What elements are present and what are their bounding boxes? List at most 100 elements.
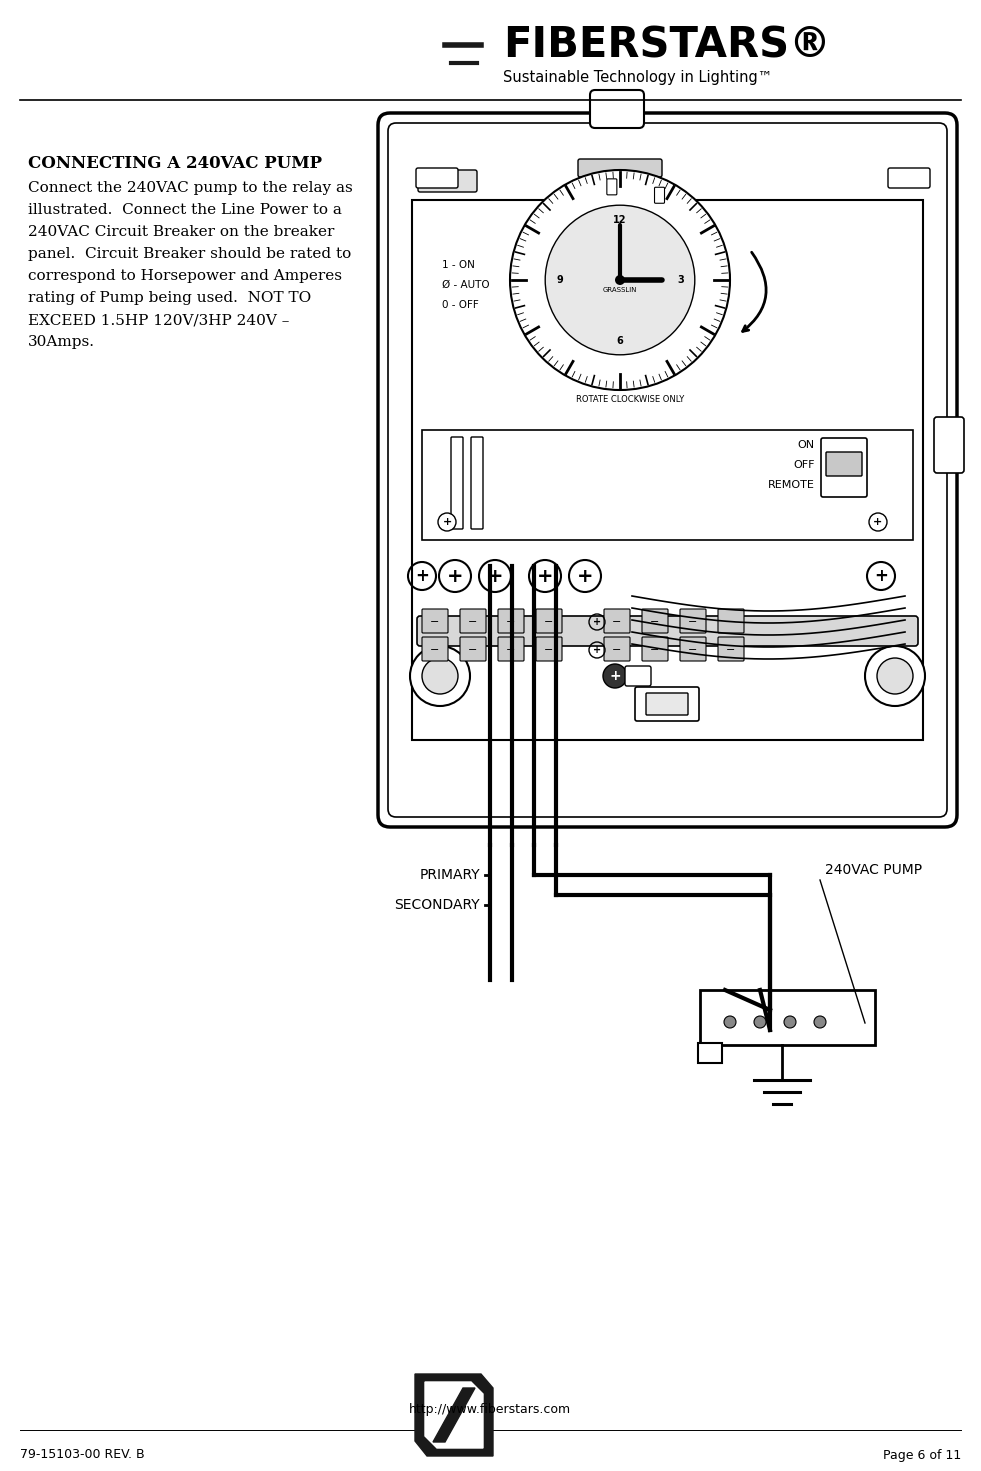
FancyBboxPatch shape bbox=[642, 637, 668, 660]
FancyBboxPatch shape bbox=[417, 616, 918, 646]
Circle shape bbox=[754, 1016, 766, 1028]
Text: +: + bbox=[415, 566, 429, 585]
Text: +: + bbox=[593, 644, 601, 655]
FancyBboxPatch shape bbox=[604, 637, 630, 660]
FancyBboxPatch shape bbox=[416, 168, 458, 188]
Circle shape bbox=[814, 1016, 826, 1028]
Text: +: + bbox=[609, 669, 621, 683]
Text: −: − bbox=[612, 616, 622, 627]
Text: +: + bbox=[577, 566, 594, 585]
Circle shape bbox=[410, 646, 470, 706]
Text: correspond to Horsepower and Amperes: correspond to Horsepower and Amperes bbox=[28, 269, 342, 282]
FancyBboxPatch shape bbox=[498, 609, 524, 633]
FancyBboxPatch shape bbox=[718, 637, 744, 660]
Circle shape bbox=[422, 658, 458, 694]
FancyBboxPatch shape bbox=[536, 637, 562, 660]
FancyBboxPatch shape bbox=[460, 609, 486, 633]
FancyBboxPatch shape bbox=[471, 437, 483, 530]
Text: 6: 6 bbox=[617, 335, 623, 346]
Text: CONNECTING A 240VAC PUMP: CONNECTING A 240VAC PUMP bbox=[28, 154, 322, 172]
Text: Sustainable Technology in Lighting™: Sustainable Technology in Lighting™ bbox=[503, 69, 772, 84]
Text: Page 6 of 11: Page 6 of 11 bbox=[883, 1449, 961, 1462]
FancyBboxPatch shape bbox=[422, 430, 913, 540]
Text: −: − bbox=[689, 644, 697, 655]
FancyBboxPatch shape bbox=[646, 693, 688, 715]
FancyBboxPatch shape bbox=[654, 187, 664, 203]
Text: 9: 9 bbox=[556, 275, 563, 285]
Text: −: − bbox=[650, 644, 659, 655]
Circle shape bbox=[869, 513, 887, 531]
Text: ROTATE CLOCKWISE ONLY: ROTATE CLOCKWISE ONLY bbox=[576, 396, 684, 405]
Text: 79-15103-00 REV. B: 79-15103-00 REV. B bbox=[20, 1449, 144, 1462]
Text: −: − bbox=[612, 644, 622, 655]
Text: 240VAC Circuit Breaker on the breaker: 240VAC Circuit Breaker on the breaker bbox=[28, 225, 335, 238]
Text: −: − bbox=[689, 616, 697, 627]
Text: +: + bbox=[593, 616, 601, 627]
FancyBboxPatch shape bbox=[418, 171, 477, 193]
Text: GRASSLIN: GRASSLIN bbox=[602, 287, 638, 293]
Text: 0 - OFF: 0 - OFF bbox=[442, 300, 479, 310]
Text: +: + bbox=[487, 566, 503, 585]
FancyBboxPatch shape bbox=[718, 609, 744, 633]
Text: 12: 12 bbox=[613, 215, 627, 225]
Circle shape bbox=[724, 1016, 736, 1028]
Text: −: − bbox=[544, 644, 553, 655]
FancyBboxPatch shape bbox=[888, 168, 930, 188]
Text: PRIMARY: PRIMARY bbox=[419, 868, 480, 883]
Circle shape bbox=[615, 275, 625, 285]
Text: Connect the 240VAC pump to the relay as: Connect the 240VAC pump to the relay as bbox=[28, 181, 353, 196]
Text: −: − bbox=[468, 616, 478, 627]
FancyBboxPatch shape bbox=[700, 990, 875, 1044]
Text: −: − bbox=[650, 616, 659, 627]
FancyBboxPatch shape bbox=[826, 452, 862, 477]
Circle shape bbox=[438, 513, 456, 531]
FancyBboxPatch shape bbox=[578, 159, 662, 177]
FancyBboxPatch shape bbox=[934, 416, 964, 474]
Circle shape bbox=[865, 646, 925, 706]
FancyBboxPatch shape bbox=[607, 179, 617, 194]
Circle shape bbox=[877, 658, 913, 694]
FancyBboxPatch shape bbox=[604, 609, 630, 633]
FancyBboxPatch shape bbox=[536, 609, 562, 633]
Text: 30Amps.: 30Amps. bbox=[28, 335, 95, 349]
FancyBboxPatch shape bbox=[821, 438, 867, 497]
FancyBboxPatch shape bbox=[680, 609, 706, 633]
Text: −: − bbox=[544, 616, 553, 627]
FancyBboxPatch shape bbox=[460, 637, 486, 660]
FancyBboxPatch shape bbox=[680, 637, 706, 660]
Text: panel.  Circuit Breaker should be rated to: panel. Circuit Breaker should be rated t… bbox=[28, 247, 351, 260]
Text: 1 - ON: 1 - ON bbox=[442, 260, 475, 271]
FancyBboxPatch shape bbox=[635, 687, 699, 721]
Text: +: + bbox=[537, 566, 553, 585]
Text: 240VAC PUMP: 240VAC PUMP bbox=[825, 863, 922, 877]
FancyBboxPatch shape bbox=[625, 666, 651, 685]
Text: rating of Pump being used.  NOT TO: rating of Pump being used. NOT TO bbox=[28, 291, 311, 304]
Polygon shape bbox=[415, 1374, 493, 1456]
Text: FIBERSTARS®: FIBERSTARS® bbox=[503, 24, 831, 66]
FancyBboxPatch shape bbox=[590, 90, 644, 128]
Text: EXCEED 1.5HP 120V/3HP 240V –: EXCEED 1.5HP 120V/3HP 240V – bbox=[28, 313, 289, 327]
Circle shape bbox=[784, 1016, 796, 1028]
Circle shape bbox=[545, 204, 695, 355]
Text: +: + bbox=[442, 516, 451, 527]
Text: −: − bbox=[506, 644, 516, 655]
Text: http://www.fiberstars.com: http://www.fiberstars.com bbox=[409, 1403, 571, 1417]
FancyBboxPatch shape bbox=[378, 113, 957, 827]
Circle shape bbox=[510, 171, 730, 390]
FancyBboxPatch shape bbox=[698, 1043, 722, 1064]
Text: −: − bbox=[726, 644, 736, 655]
FancyBboxPatch shape bbox=[388, 124, 947, 816]
Text: ON: ON bbox=[798, 440, 815, 450]
Circle shape bbox=[603, 663, 627, 688]
Text: −: − bbox=[431, 644, 439, 655]
Text: OFF: OFF bbox=[794, 460, 815, 471]
Text: −: − bbox=[431, 616, 439, 627]
Text: REMOTE: REMOTE bbox=[768, 480, 815, 490]
Text: illustrated.  Connect the Line Power to a: illustrated. Connect the Line Power to a bbox=[28, 203, 341, 218]
Text: Ø - AUTO: Ø - AUTO bbox=[442, 279, 490, 290]
FancyBboxPatch shape bbox=[422, 637, 448, 660]
Text: −: − bbox=[726, 616, 736, 627]
Text: +: + bbox=[874, 566, 888, 585]
Text: +: + bbox=[873, 516, 883, 527]
FancyBboxPatch shape bbox=[451, 437, 463, 530]
